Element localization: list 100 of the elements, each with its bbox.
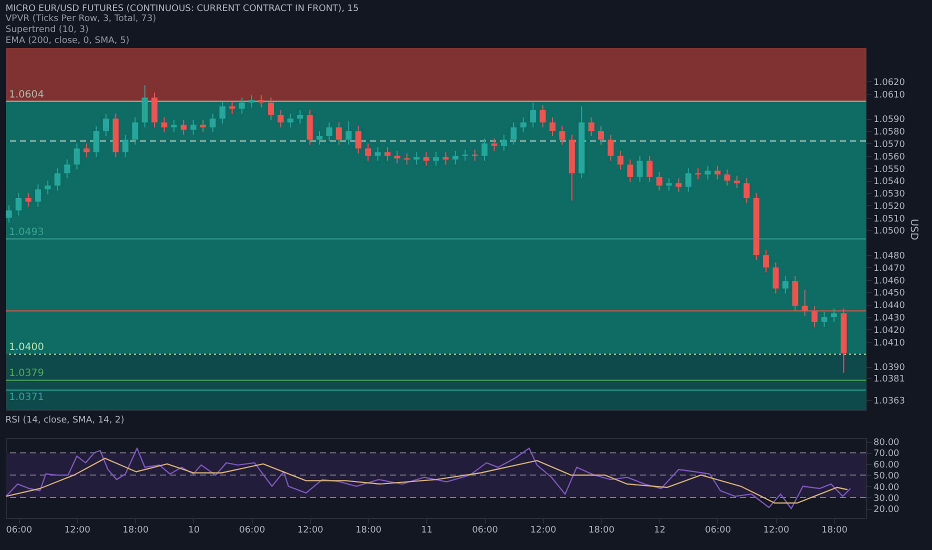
text: Supertrend (10, 3) <box>6 25 89 35</box>
candlestick <box>170 119 177 133</box>
ref-line-label: 1.0400 <box>9 342 44 354</box>
candlestick <box>530 102 536 128</box>
candlestick <box>617 150 624 170</box>
candlestick <box>180 119 187 136</box>
candlestick <box>714 165 720 180</box>
candlestick <box>297 109 304 124</box>
candlestick <box>219 100 226 124</box>
candlestick <box>142 84 148 128</box>
candlestick <box>821 312 828 328</box>
y-tick-label: 1.0510 <box>874 214 906 224</box>
y-tick-label: 1.0590 <box>874 115 906 126</box>
x-tick-label: 12:00 <box>763 526 790 536</box>
y-tick-label: 1.0430 <box>874 314 906 324</box>
candlestick <box>753 192 760 260</box>
candlestick <box>93 126 100 158</box>
ref-line-label: 1.0371 <box>9 392 44 404</box>
x-tick-label: 18:00 <box>588 526 615 536</box>
candlestick <box>6 204 12 224</box>
y-tick-label: 60.00 <box>874 460 900 470</box>
ref-line-label: 1.0379 <box>9 368 44 380</box>
chart-title: MICRO EUR/USD FUTURES (CONTINUOUS: CURRENT CONTRACT IN FRONT), 15 <box>6 4 359 14</box>
y-tick-label: 70.00 <box>874 449 900 460</box>
candlestick <box>782 276 788 294</box>
candlestick <box>724 168 730 186</box>
candlestick <box>685 168 692 192</box>
candlestick <box>482 138 488 162</box>
ref-line-label: 1.0493 <box>9 226 44 238</box>
candlestick <box>248 94 255 108</box>
candlestick <box>598 126 604 146</box>
candlestick <box>704 165 711 180</box>
candlestick <box>374 146 381 162</box>
candlestick <box>74 142 80 170</box>
candlestick <box>472 149 478 162</box>
candlestick <box>102 113 109 137</box>
x-tick-label: 06:00 <box>705 526 732 536</box>
y-tick-label: 1.0580 <box>874 128 906 138</box>
candlestick <box>433 152 439 166</box>
x-tick-label: 10 <box>188 526 200 536</box>
candlestick <box>500 134 507 152</box>
candlestick <box>278 109 284 128</box>
candlestick <box>414 152 420 166</box>
y-tick-label: 1.0540 <box>874 177 906 188</box>
candlestick <box>656 171 662 192</box>
candlestick <box>336 122 342 146</box>
candlestick <box>666 178 672 192</box>
candlestick <box>734 175 740 189</box>
y-tick-label: 1.0390 <box>874 363 906 374</box>
candlestick <box>238 97 245 114</box>
candlestick <box>636 155 643 182</box>
candlestick <box>452 150 458 166</box>
candlestick <box>384 146 390 162</box>
candlestick <box>306 109 313 146</box>
x-tick-label: 18:00 <box>356 526 382 536</box>
candlestick <box>365 142 372 162</box>
y-tick-label: 1.0550 <box>874 164 906 175</box>
ref-line-label: 1.0604 <box>9 89 44 100</box>
candlestick <box>210 113 216 133</box>
y-tick-label: 1.0610 <box>874 90 906 100</box>
x-tick-label: 06:00 <box>239 526 266 536</box>
x-tick-label: 06:00 <box>472 526 498 536</box>
x-tick-label: 12 <box>654 526 666 536</box>
candlestick <box>510 122 517 146</box>
candlestick <box>588 116 594 137</box>
y-axis-title: USD <box>908 218 919 240</box>
text: EMA (200, close, 0, SMA, 5) <box>6 36 130 46</box>
candlestick <box>64 159 70 179</box>
candlestick <box>287 113 294 128</box>
y-tick-label: 1.0410 <box>874 338 906 348</box>
x-tick-label: 12:00 <box>64 526 91 536</box>
candlestick <box>25 192 32 208</box>
candlestick <box>608 134 614 162</box>
y-tick-label: 1.0381 <box>874 374 905 384</box>
candlestick <box>190 119 196 136</box>
candlestick <box>54 168 60 192</box>
candlestick <box>258 94 264 108</box>
candlestick <box>578 106 585 179</box>
candlestick <box>122 134 128 158</box>
chart-title: RSI (14, close, SMA, 14, 2) <box>5 416 124 426</box>
y-tick-label: 1.0363 <box>874 396 905 407</box>
candlestick <box>559 126 566 146</box>
candlestick <box>830 308 837 322</box>
candlestick <box>646 155 653 182</box>
y-tick-label: 1.0450 <box>874 288 906 299</box>
candlestick <box>346 120 352 146</box>
candlestick <box>326 122 332 142</box>
x-tick-label: 06:00 <box>6 526 32 536</box>
candlestick <box>394 150 400 164</box>
y-tick-label: 1.0460 <box>874 276 906 286</box>
candlestick <box>676 178 682 192</box>
x-tick-label: 18:00 <box>122 526 149 536</box>
candlestick <box>152 92 158 128</box>
candlestick <box>520 116 526 133</box>
y-tick-label: 40.00 <box>874 482 900 493</box>
y-tick-label: 1.0470 <box>874 264 906 274</box>
y-tick-label: 80.00 <box>874 438 900 448</box>
y-tick-label: 1.0570 <box>874 140 906 150</box>
candlestick <box>462 149 468 162</box>
y-tick-label: 1.0530 <box>874 190 906 200</box>
